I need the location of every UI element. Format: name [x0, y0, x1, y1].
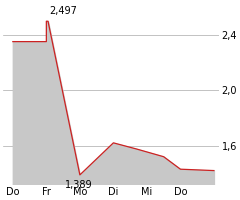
Text: 1,389: 1,389 — [65, 180, 92, 190]
Text: 2,497: 2,497 — [49, 6, 77, 16]
